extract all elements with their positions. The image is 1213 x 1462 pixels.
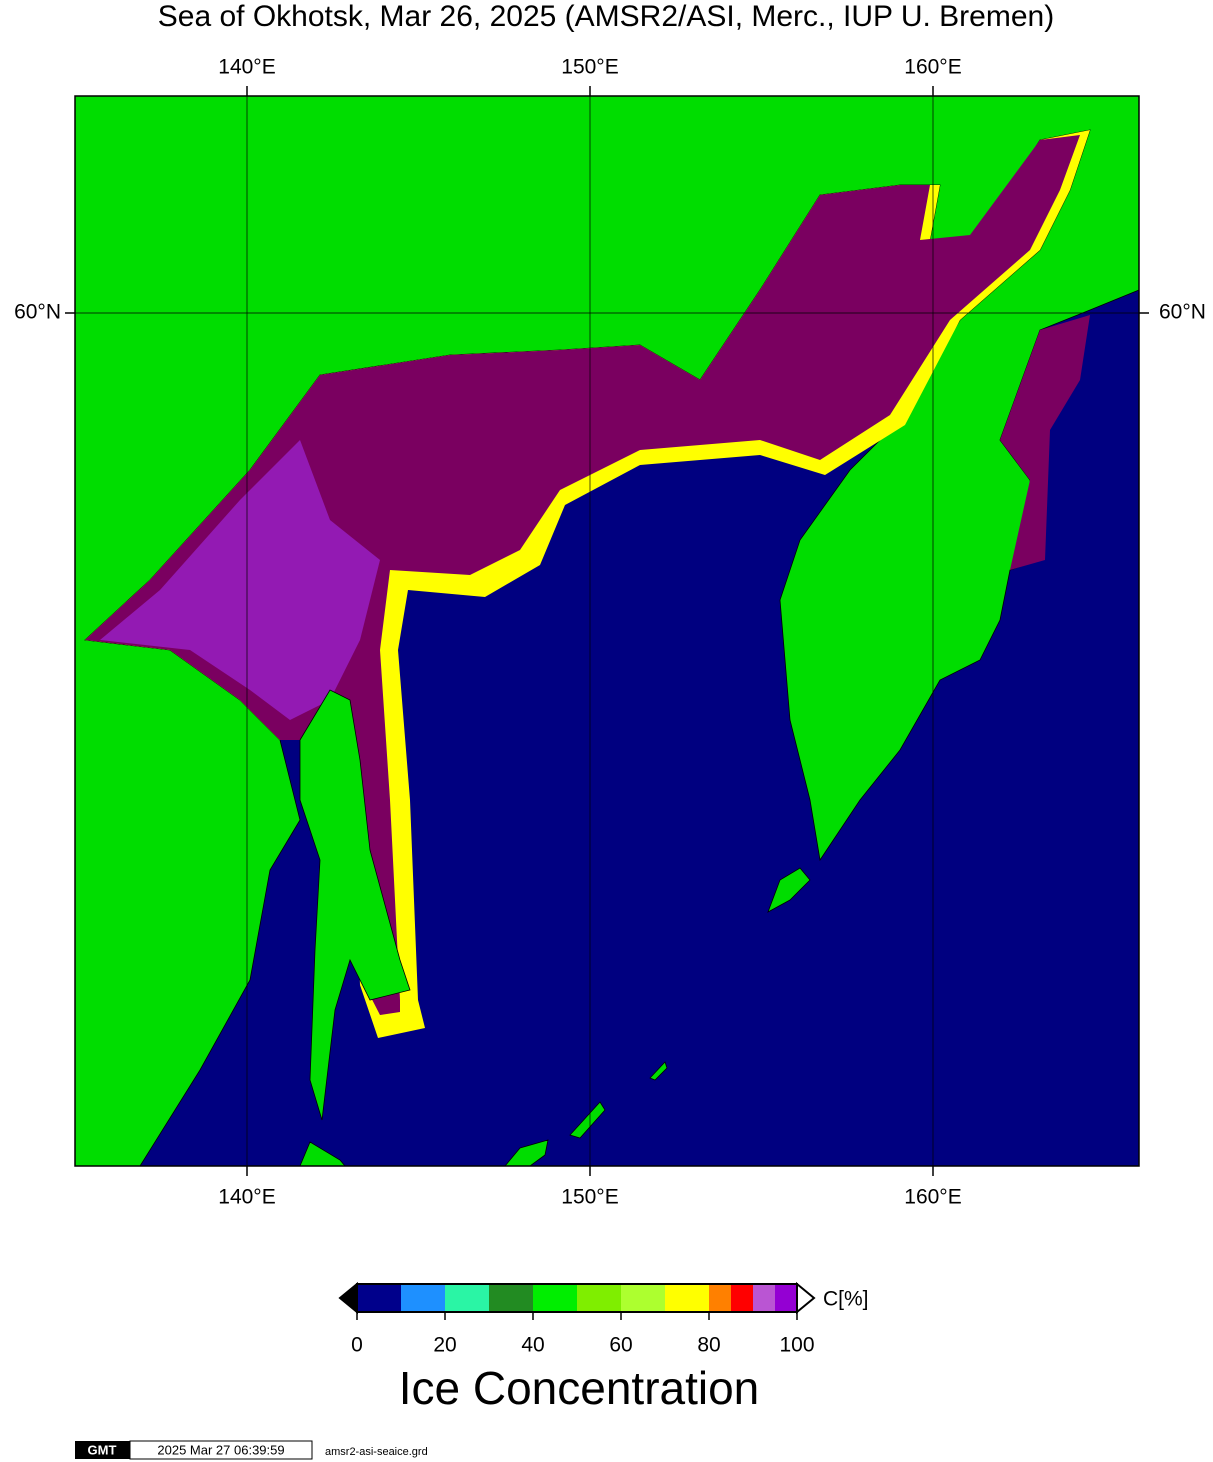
ice-patch <box>100 440 380 720</box>
colorbar-segment <box>357 1284 401 1312</box>
title: Sea of Okhotsk, Mar 26, 2025 (AMSR2/ASI,… <box>158 0 1054 33</box>
colorbar-unit: C[%] <box>823 1288 869 1311</box>
lon-label: 160°E <box>904 1186 961 1209</box>
ice <box>85 135 1080 1015</box>
map <box>74 95 1140 1167</box>
logo-box <box>75 1441 130 1459</box>
lat-label: 60°N <box>1159 301 1206 324</box>
colorbar-under <box>338 1281 358 1315</box>
colorbar-tick-label: 60 <box>609 1334 632 1357</box>
colorbar-segment <box>775 1284 797 1312</box>
ice-kamchatka-east <box>1000 315 1090 570</box>
colorbar-segment <box>401 1284 445 1312</box>
lon-label: 150°E <box>561 1186 618 1209</box>
colorbar-segment <box>577 1284 621 1312</box>
colorbar-segment <box>445 1284 489 1312</box>
file-name: amsr2-asi-seaice.grd <box>325 1446 428 1458</box>
kuril-island <box>767 867 811 913</box>
colorbar-tick-label: 20 <box>433 1334 456 1357</box>
lon-label: 150°E <box>561 56 618 79</box>
colorbar-tick-label: 100 <box>779 1334 814 1357</box>
colorbar-segment <box>753 1284 775 1312</box>
colorbar-segment <box>533 1284 577 1312</box>
sakhalin <box>299 689 411 1121</box>
colorbar-tick-label: 0 <box>351 1334 363 1357</box>
timestamp: 2025 Mar 27 06:39:59 <box>157 1442 284 1457</box>
lon-label: 140°E <box>218 1186 275 1209</box>
colorbar: 0 20 40 60 80 100 C[%] <box>338 1281 869 1357</box>
map-frame <box>74 95 1140 1167</box>
kuril-island <box>649 1061 668 1081</box>
timestamp-box <box>129 1440 313 1460</box>
colorbar-segment <box>489 1284 533 1312</box>
colorbar-segment <box>621 1284 665 1312</box>
lon-label: 140°E <box>218 56 275 79</box>
colorbar-tick-label: 40 <box>521 1334 544 1357</box>
colorbar-over <box>796 1281 816 1315</box>
logo: GMT <box>88 1442 117 1457</box>
lon-label: 160°E <box>904 56 961 79</box>
colorbar-label: Ice Concentration <box>399 1362 760 1414</box>
lat-label: 60°N <box>14 301 61 324</box>
colorbar-segment <box>709 1284 731 1312</box>
colorbar-tick-label: 80 <box>697 1334 720 1357</box>
colorbar-segment <box>665 1284 709 1312</box>
colorbar-segment <box>731 1284 753 1312</box>
